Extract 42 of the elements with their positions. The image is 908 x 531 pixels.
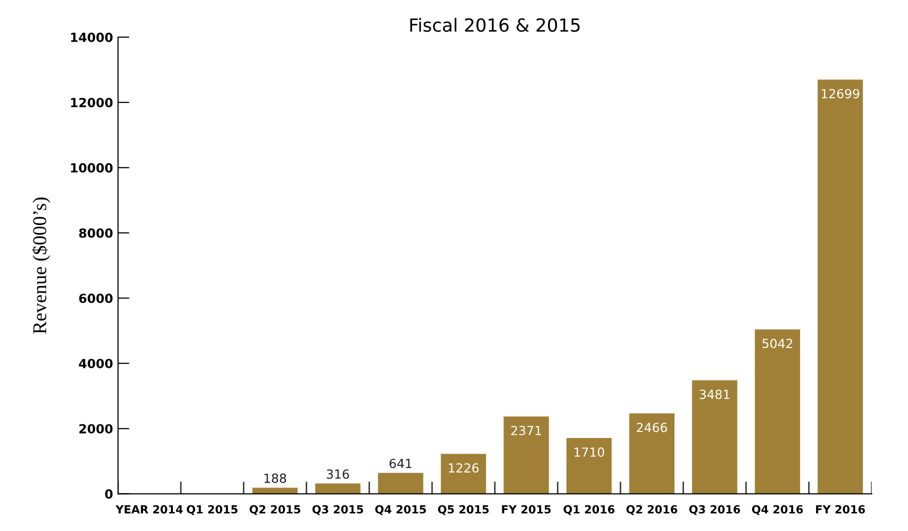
x-tick-label: Q2 2016 (626, 505, 678, 516)
x-tick-label: YEAR 2014 (116, 505, 183, 514)
x-tick-label: Q2 2015 (250, 505, 300, 516)
x-tick-label: Q1 2016 (564, 505, 614, 516)
data-label: 2371 (511, 426, 542, 436)
y-tick-label: 6000 (79, 294, 113, 304)
x-tick-label: Q5 2015 (438, 505, 489, 516)
data-label: 2466 (636, 422, 667, 432)
data-label: 1226 (448, 463, 479, 473)
y-tick-label: 2000 (79, 424, 113, 434)
bar (504, 416, 549, 494)
y-axis-title: Revenue ($000’s) (32, 198, 50, 334)
bar (315, 484, 360, 494)
data-label: 3481 (700, 390, 730, 400)
chart-title: Fiscal 2016 & 2015 (410, 18, 580, 32)
x-tick-label: Q4 2015 (375, 505, 426, 516)
y-tick-label: 10000 (71, 163, 113, 173)
x-tick-label: FY 2016 (816, 505, 865, 514)
x-tick-label: Q1 2015 (186, 505, 238, 516)
data-label: 12699 (822, 88, 860, 98)
bar (692, 380, 738, 494)
x-tick-label: Q3 2016 (689, 505, 740, 516)
bar (566, 438, 612, 494)
bar (754, 329, 800, 494)
x-tick-label: FY 2015 (502, 505, 551, 514)
data-label: 641 (390, 458, 412, 468)
bar (818, 80, 863, 494)
y-tick-label: 14000 (71, 32, 113, 42)
data-label: 188 (264, 474, 286, 483)
data-label: 316 (326, 469, 349, 479)
y-tick-label: 12000 (71, 98, 113, 108)
bar (440, 454, 486, 494)
y-tick-label: 0 (105, 489, 113, 499)
data-label: 5042 (762, 338, 792, 348)
bar (629, 413, 674, 494)
y-tick-label: 4000 (78, 358, 113, 368)
x-tick-label: Q3 2015 (312, 505, 364, 516)
y-tick-label: 8000 (79, 228, 113, 238)
bar (378, 472, 424, 494)
x-tick-label: Q4 2016 (752, 505, 803, 516)
bar (252, 488, 298, 494)
data-label: 1710 (574, 447, 604, 457)
